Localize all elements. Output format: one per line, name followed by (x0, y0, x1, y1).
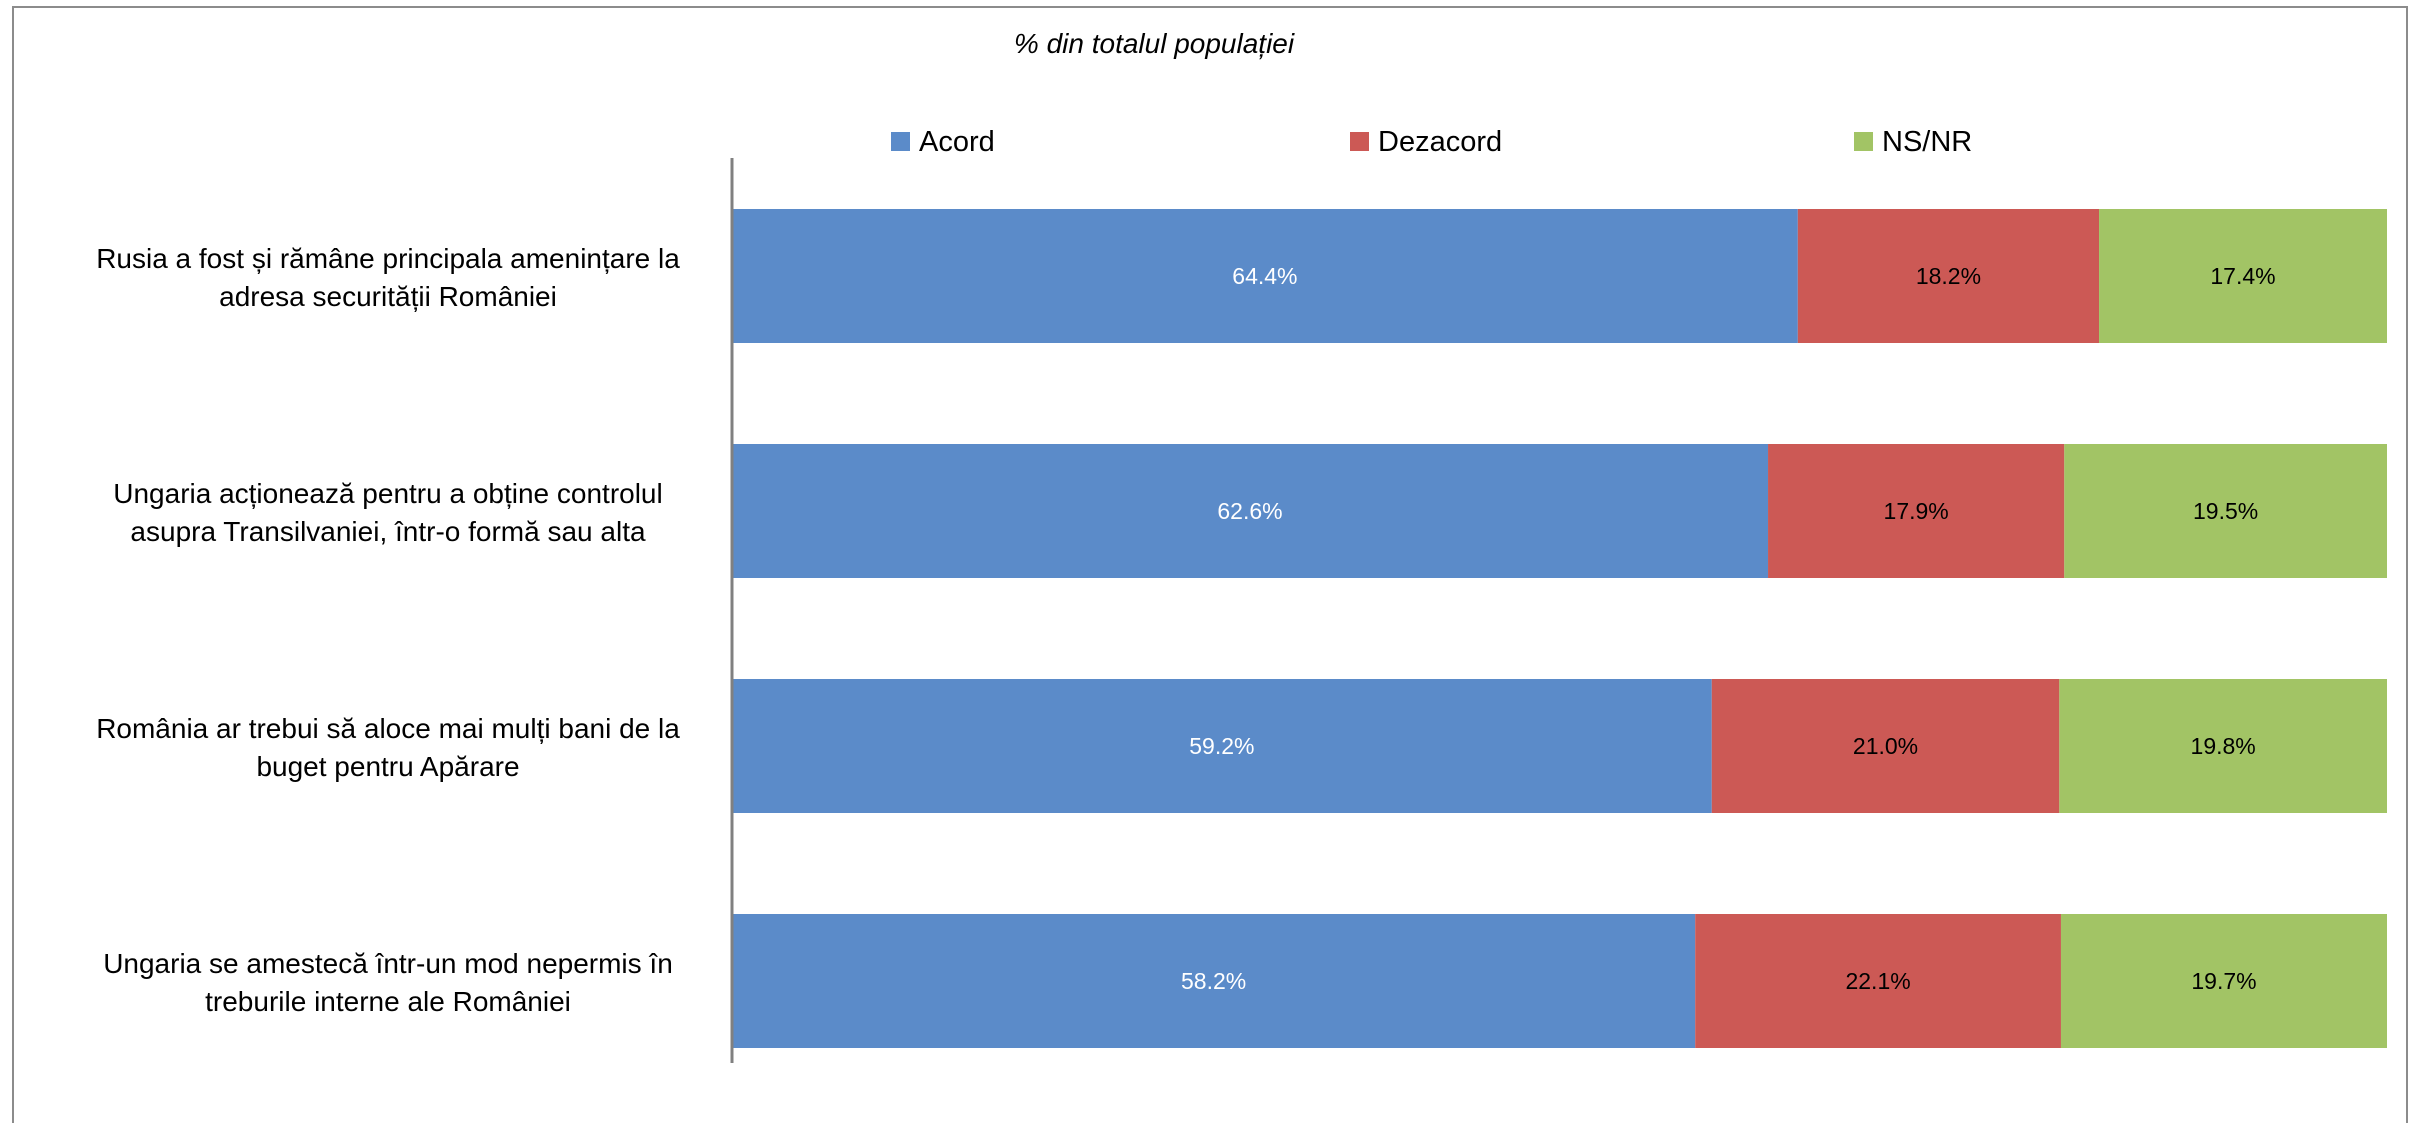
chart-subtitle: % din totalul populației (1014, 28, 1295, 59)
bars: 64.4% 18.2% 17.4% 62.6% 17.9% 19.5% 59.2% 21.0%… (732, 209, 2387, 1048)
category-label-0-line-1: adresa securității României (219, 281, 557, 312)
bar-2-1 (1711, 679, 2060, 813)
bar-3-2 (2060, 914, 2387, 1048)
legend: Acord Dezacord NS/NR (891, 126, 1972, 158)
data-label-0-1: 18.2% (1916, 263, 1981, 289)
data-label-0-2: 17.4% (2210, 263, 2275, 289)
bar-2-0 (732, 679, 1712, 813)
stacked-bar-chart: % din totalul populației Acord Dezacord NS… (96, 28, 2387, 1063)
category-label-2-line-0: România ar trebui să aloce mai mulți ban… (96, 713, 680, 744)
category-label-1-line-0: Ungaria acționează pentru a obține contr… (113, 478, 662, 509)
category-label-0-line-0: Rusia a fost și rămâne principala amenin… (96, 243, 680, 274)
legend-swatch-1 (1350, 132, 1369, 151)
bar-3-0 (732, 914, 1696, 1048)
legend-label-1: Dezacord (1378, 126, 1502, 158)
data-label-1-2: 19.5% (2193, 498, 2258, 524)
legend-label-0: Acord (919, 126, 995, 158)
bar-1-2 (2064, 444, 2387, 578)
legend-swatch-0 (891, 132, 910, 151)
data-label-1-1: 17.9% (1884, 498, 1949, 524)
data-label-3-1: 22.1% (1845, 968, 1910, 994)
bar-0-0 (732, 209, 1798, 343)
data-label-2-2: 19.8% (2191, 733, 2256, 759)
category-label-3-line-0: Ungaria se amestecă într-un mod nepermis… (103, 948, 673, 979)
data-label-2-0: 59.2% (1189, 733, 1254, 759)
data-label-3-0: 58.2% (1181, 968, 1246, 994)
bar-0-1 (1797, 209, 2100, 343)
data-label-1-0: 62.6% (1217, 498, 1282, 524)
bar-1-1 (1768, 444, 2065, 578)
category-labels: Rusia a fost și rămâne principala amenin… (96, 243, 680, 1017)
bar-1-0 (732, 444, 1769, 578)
legend-label-2: NS/NR (1882, 126, 1972, 158)
category-label-1-line-1: asupra Transilvaniei, într-o formă sau a… (130, 516, 646, 547)
data-label-2-1: 21.0% (1853, 733, 1918, 759)
data-label-0-0: 64.4% (1232, 263, 1297, 289)
category-label-3-line-1: treburile interne ale României (205, 986, 571, 1017)
bar-3-1 (1695, 914, 2061, 1048)
bar-0-2 (2099, 209, 2387, 343)
data-label-3-2: 19.7% (2191, 968, 2256, 994)
chart-frame: % din totalul populației Acord Dezacord NS… (12, 6, 2408, 1123)
bar-2-2 (2059, 679, 2387, 813)
legend-swatch-2 (1854, 132, 1873, 151)
category-label-2-line-1: buget pentru Apărare (256, 751, 519, 782)
